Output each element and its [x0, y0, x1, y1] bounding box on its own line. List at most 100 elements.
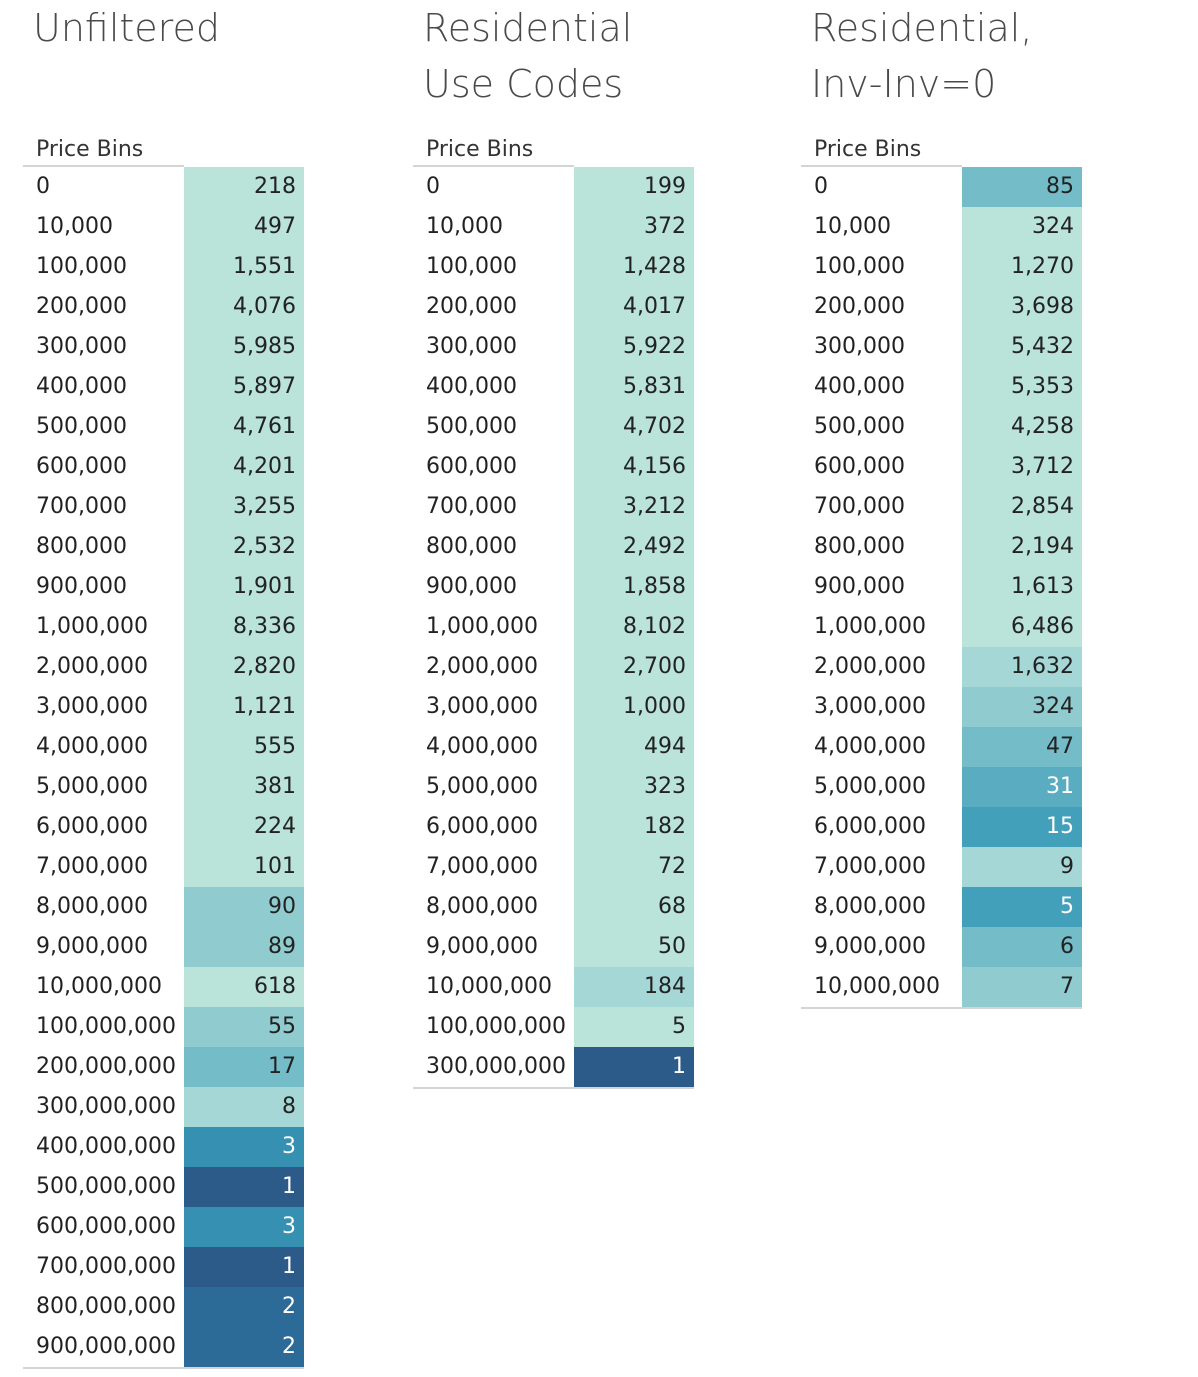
table-row: 5,000,000 31 — [801, 767, 1082, 807]
count-value: 1,428 — [623, 254, 686, 279]
count-cell: 5,985 — [184, 327, 304, 367]
count-cell: 4,258 — [962, 407, 1082, 447]
price-bin-label: 10,000,000 — [36, 974, 162, 999]
count-value: 618 — [254, 974, 296, 999]
price-bin-label: 200,000 — [36, 294, 127, 319]
table-rows: 0 85 10,000 324 100,000 1,270 200,000 3,698 300,… — [801, 167, 1082, 1009]
count-value: 1,901 — [233, 574, 296, 599]
count-cell: 89 — [184, 927, 304, 967]
price-bin-label: 4,000,000 — [36, 734, 148, 759]
price-bin-label: 500,000 — [426, 414, 517, 439]
count-cell: 1,858 — [574, 567, 694, 607]
column-header: Price Bins — [814, 137, 922, 162]
price-bin-label: 400,000 — [814, 374, 905, 399]
price-bin-label: 200,000 — [426, 294, 517, 319]
count-value: 47 — [1046, 734, 1074, 759]
count-value: 15 — [1046, 814, 1074, 839]
count-cell: 1,901 — [184, 567, 304, 607]
table-row: 300,000,000 8 — [23, 1087, 304, 1127]
count-cell: 2,532 — [184, 527, 304, 567]
price-bin-label: 10,000 — [426, 214, 503, 239]
count-cell: 381 — [184, 767, 304, 807]
count-value: 3 — [282, 1214, 296, 1239]
count-value: 2,700 — [623, 654, 686, 679]
count-value: 555 — [254, 734, 296, 759]
table-row: 4,000,000 494 — [413, 727, 694, 767]
count-cell: 31 — [962, 767, 1082, 807]
price-bin-label: 300,000,000 — [36, 1094, 176, 1119]
price-bin-label: 1,000,000 — [36, 614, 148, 639]
count-value: 1,000 — [623, 694, 686, 719]
table-row: 700,000 3,212 — [413, 487, 694, 527]
count-cell: 8 — [184, 1087, 304, 1127]
count-value: 218 — [254, 174, 296, 199]
table-row: 8,000,000 68 — [413, 887, 694, 927]
table-row: 200,000 4,017 — [413, 287, 694, 327]
table-rows: 0 218 10,000 497 100,000 1,551 200,000 4,076 300… — [23, 167, 304, 1369]
count-value: 381 — [254, 774, 296, 799]
count-value: 372 — [644, 214, 686, 239]
table-row: 700,000,000 1 — [23, 1247, 304, 1287]
table-row: 700,000 3,255 — [23, 487, 304, 527]
count-cell: 68 — [574, 887, 694, 927]
price-bin-label: 300,000 — [36, 334, 127, 359]
count-cell: 2,820 — [184, 647, 304, 687]
table-row: 6,000,000 15 — [801, 807, 1082, 847]
price-bin-label: 400,000 — [36, 374, 127, 399]
price-bin-label: 700,000 — [36, 494, 127, 519]
count-value: 5,831 — [623, 374, 686, 399]
price-bin-label: 3,000,000 — [36, 694, 148, 719]
count-value: 4,156 — [623, 454, 686, 479]
count-cell: 4,201 — [184, 447, 304, 487]
count-cell: 184 — [574, 967, 694, 1007]
table-row: 6,000,000 224 — [23, 807, 304, 847]
table-row: 2,000,000 2,700 — [413, 647, 694, 687]
count-cell: 494 — [574, 727, 694, 767]
count-value: 494 — [644, 734, 686, 759]
count-cell: 4,702 — [574, 407, 694, 447]
price-bin-label: 1,000,000 — [814, 614, 926, 639]
count-cell: 5 — [574, 1007, 694, 1047]
count-value: 3,212 — [623, 494, 686, 519]
price-bin-label: 5,000,000 — [814, 774, 926, 799]
table-row: 900,000 1,613 — [801, 567, 1082, 607]
table-row: 400,000 5,897 — [23, 367, 304, 407]
table-row: 5,000,000 381 — [23, 767, 304, 807]
count-cell: 101 — [184, 847, 304, 887]
count-value: 4,702 — [623, 414, 686, 439]
table-row: 7,000,000 9 — [801, 847, 1082, 887]
count-value: 1 — [282, 1174, 296, 1199]
table-row: 6,000,000 182 — [413, 807, 694, 847]
table-row: 9,000,000 6 — [801, 927, 1082, 967]
count-value: 2 — [282, 1334, 296, 1359]
table-row: 800,000 2,194 — [801, 527, 1082, 567]
count-cell: 9 — [962, 847, 1082, 887]
table-row: 300,000,000 1 — [413, 1047, 694, 1087]
price-bin-label: 3,000,000 — [814, 694, 926, 719]
count-cell: 323 — [574, 767, 694, 807]
column-header: Price Bins — [36, 137, 144, 162]
count-cell: 2 — [184, 1327, 304, 1367]
count-cell: 5 — [962, 887, 1082, 927]
panel-title: Unfiltered — [33, 6, 220, 50]
table-row: 400,000 5,353 — [801, 367, 1082, 407]
count-value: 72 — [658, 854, 686, 879]
table-row: 600,000 3,712 — [801, 447, 1082, 487]
count-value: 31 — [1046, 774, 1074, 799]
price-bin-label: 6,000,000 — [426, 814, 538, 839]
price-bin-label: 7,000,000 — [36, 854, 148, 879]
count-value: 4,258 — [1011, 414, 1074, 439]
count-value: 2,194 — [1011, 534, 1074, 559]
count-cell: 5,922 — [574, 327, 694, 367]
count-cell: 6 — [962, 927, 1082, 967]
count-cell: 1,613 — [962, 567, 1082, 607]
price-bin-label: 100,000 — [36, 254, 127, 279]
count-cell: 2,854 — [962, 487, 1082, 527]
table-row: 3,000,000 324 — [801, 687, 1082, 727]
count-value: 3,698 — [1011, 294, 1074, 319]
price-bin-label: 1,000,000 — [426, 614, 538, 639]
count-value: 5 — [672, 1014, 686, 1039]
count-value: 9 — [1060, 854, 1074, 879]
price-bin-label: 500,000 — [814, 414, 905, 439]
price-bin-label: 8,000,000 — [814, 894, 926, 919]
